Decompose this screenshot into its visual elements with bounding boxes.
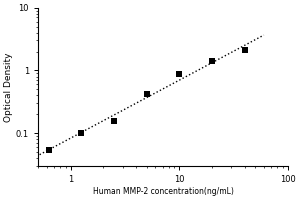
Point	[242, 49, 247, 52]
X-axis label: Human MMP-2 concentration(ng/mL): Human MMP-2 concentration(ng/mL)	[93, 187, 233, 196]
Point	[79, 131, 84, 134]
Y-axis label: Optical Density: Optical Density	[4, 52, 13, 122]
Point	[144, 92, 149, 96]
Point	[46, 148, 51, 151]
Point	[177, 72, 182, 76]
Point	[210, 60, 214, 63]
Point	[112, 120, 116, 123]
